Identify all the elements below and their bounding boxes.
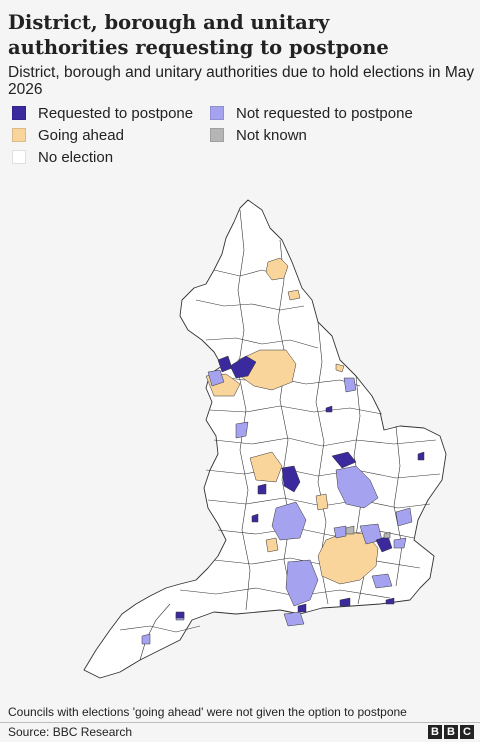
region-going-ahead-northeast [265,257,289,281]
legend-swatch-going-ahead [12,128,26,142]
legend-swatch-requested [12,106,26,120]
legend-item-no-election: No election [12,147,113,167]
region-requested-norfolk [417,451,425,461]
region-not-requested-herts [333,525,347,539]
legend-item-not-known: Not known [210,125,307,145]
region-not-requested-kent-n [393,537,407,549]
region-not-requested-cheshire [235,421,249,439]
england-map [0,180,480,700]
legend-label-not-requested: Not requested to postpone [236,104,413,122]
region-requested-sussex [339,597,351,607]
legend-item-requested: Requested to postpone [12,103,193,123]
region-requested-wilts [297,603,307,613]
legend-label-no-election: No election [38,148,114,166]
region-requested-lincs [331,451,357,469]
region-not-requested-hampshire [285,559,319,607]
chart-title: District, borough and unitary authoritie… [8,11,389,59]
footnote: Councils with elections 'going ahead' we… [8,705,407,719]
region-requested-notts [281,465,301,493]
region-requested-lancs-2 [229,355,257,379]
bbc-logo-block-1: B [428,725,442,739]
bbc-logo-block-2: B [444,725,458,739]
region-requested-devon [175,611,185,619]
bbc-logo: B B C [428,725,474,739]
bbc-logo-block-3: C [460,725,474,739]
legend-swatch-no-election [12,150,26,164]
region-going-ahead-east-mid [315,493,329,511]
legend-label-requested: Requested to postpone [38,104,194,122]
region-going-ahead-humber [335,363,345,373]
region-not-requested-humber [343,377,357,393]
england-outline [83,199,447,679]
legend-swatch-not-known [210,128,224,142]
region-requested-worcs [251,513,259,523]
region-not-requested-cornwall [141,633,151,645]
region-not-known-2 [383,531,391,539]
region-going-ahead-west [265,537,279,553]
map-svg [83,199,447,679]
region-not-known-1 [345,525,355,535]
going-ahead-regions [205,257,379,585]
region-not-requested-cumbria [207,369,225,387]
authority-boundaries [119,209,441,661]
region-requested-kent [385,597,395,605]
requested-regions [175,355,425,619]
legend-label-not-known: Not known [236,126,307,144]
region-requested-north [325,405,333,413]
region-not-requested-norfolk [395,507,413,527]
region-not-requested-kent-s [371,573,393,589]
region-requested-derby [257,483,267,495]
legend-swatch-not-requested [210,106,224,120]
region-going-ahead-london [317,531,379,585]
not-known-regions [345,525,391,539]
chart-subtitle: District, borough and unitary authoritie… [8,64,475,98]
region-going-ahead-midlands [249,451,283,483]
region-not-requested-lincs [335,465,379,509]
region-going-ahead-tyneside [287,289,301,301]
source-note: Source: BBC Research [8,725,133,739]
region-not-requested-gloucs [271,501,307,541]
legend-item-going-ahead: Going ahead [12,125,124,145]
region-not-requested-iow [283,611,305,627]
legend-item-not-requested: Not requested to postpone [210,103,413,123]
legend: Requested to postpone Not requested to p… [12,103,452,169]
legend-label-going-ahead: Going ahead [38,126,124,144]
footer-divider [0,722,480,723]
